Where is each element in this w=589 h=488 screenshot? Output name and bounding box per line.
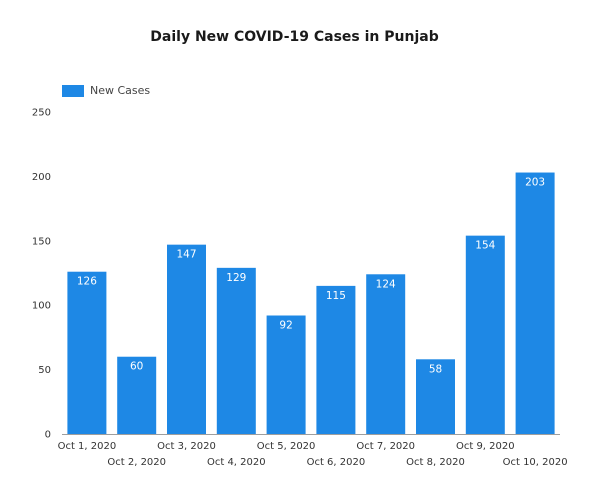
y-tick-label: 50 [38,365,51,376]
y-tick-label: 100 [32,301,51,312]
x-tick-label: Oct 5, 2020 [257,441,316,452]
x-tick-label: Oct 3, 2020 [157,441,216,452]
bar [366,274,406,434]
x-tick-label: Oct 4, 2020 [207,457,266,468]
y-tick-label: 200 [32,172,51,183]
data-label: 92 [279,320,292,332]
x-tick-label: Oct 1, 2020 [58,441,117,452]
data-label: 58 [429,363,442,375]
legend-label: New Cases [90,84,151,97]
bar [515,172,555,434]
legend: New Cases [62,84,150,97]
bar [167,244,206,434]
bar [117,356,157,434]
bar [216,267,256,434]
x-tick-label: Oct 6, 2020 [307,457,366,468]
y-tick-label: 150 [32,236,51,247]
x-tick-label: Oct 8, 2020 [406,457,465,468]
bar [465,235,505,434]
x-tick-label: Oct 7, 2020 [356,441,415,452]
bar [67,271,107,434]
legend-swatch [62,84,84,97]
x-tick-label: Oct 10, 2020 [503,457,568,468]
data-label: 147 [176,249,196,261]
y-tick-label: 0 [45,430,51,441]
data-label: 115 [326,290,346,302]
data-label: 154 [475,240,495,252]
y-tick-label: 250 [32,108,51,119]
data-label: 60 [130,361,143,373]
data-label: 124 [376,278,396,290]
x-tick-label: Oct 9, 2020 [456,441,515,452]
x-tick-label: Oct 2, 2020 [107,457,166,468]
data-label: 126 [77,276,97,288]
chart-title: Daily New COVID-19 Cases in Punjab [150,29,439,45]
bar [266,315,306,434]
data-label: 129 [226,272,246,284]
bar [316,285,356,434]
bar [416,359,455,434]
data-label: 203 [525,177,545,189]
